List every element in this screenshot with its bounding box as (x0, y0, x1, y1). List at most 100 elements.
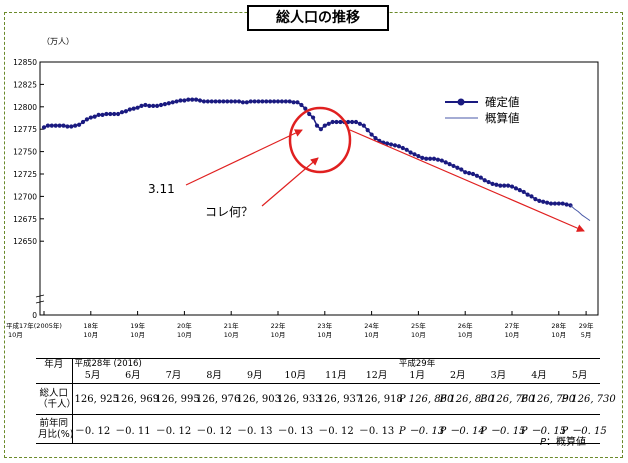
data-point (49, 123, 54, 128)
table-header-month-label: 7月 (165, 370, 182, 381)
y-tick-label: 12800 (13, 103, 37, 112)
data-point (135, 105, 140, 110)
data-point (346, 119, 351, 125)
data-point (194, 97, 199, 102)
data-point (545, 200, 550, 205)
rate-cell: －0. 12 (72, 414, 113, 444)
population-cell-value: 126, 730 (571, 393, 616, 405)
data-point (275, 99, 281, 104)
data-point (217, 99, 222, 104)
data-point (431, 156, 437, 161)
data-point (272, 99, 277, 104)
data-point (451, 163, 456, 169)
population-cell: P 126, 760 (478, 383, 535, 415)
y-tick-label: 12850 (13, 58, 37, 67)
data-point (174, 99, 179, 104)
data-point (65, 124, 70, 129)
data-point (548, 201, 554, 206)
data-point (509, 184, 515, 189)
rate-cell-value: －0. 13 (237, 425, 273, 437)
rate-cell-value: －0. 13 (277, 425, 314, 437)
x-tick-label-month: 10月 (458, 331, 473, 339)
row-header-population-line1: 総人口 (39, 388, 68, 399)
y-tick-label: 12775 (13, 125, 37, 134)
rate-cell-value: －0. 13 (358, 425, 395, 437)
provisional-marker: P (520, 393, 531, 405)
rate-cell: －0. 13 (275, 414, 316, 444)
data-point (322, 123, 327, 128)
data-point (459, 167, 464, 172)
population-cell: 126, 969 (112, 383, 159, 415)
footnote-symbol: P (540, 437, 547, 448)
population-cell-value: 126, 925 (74, 393, 120, 405)
data-point (233, 99, 238, 104)
table-header-month: 12月 (356, 358, 397, 384)
legend-label-estimate: 概算値 (485, 111, 520, 125)
rate-cell: P －0. 13 (396, 414, 444, 444)
table-header-month: 平成28年 (2016) 5月 (72, 358, 142, 384)
data-point (69, 124, 74, 129)
table-header-month-label: 11月 (325, 370, 347, 381)
data-point (537, 198, 542, 203)
population-cell-value: 126, 830 (449, 393, 494, 405)
population-cell: 126, 903 (234, 383, 281, 415)
footnote: P：概算値 (540, 433, 586, 448)
x-tick-label-month: 5月 (581, 331, 592, 339)
population-cell-value: 126, 995 (155, 393, 200, 405)
data-point (490, 181, 495, 186)
provisional-marker: P (480, 393, 491, 405)
data-point (373, 136, 378, 141)
data-point (350, 119, 355, 125)
row-header-year-month: 年月 (36, 358, 73, 384)
data-point (131, 106, 136, 111)
data-point (73, 123, 78, 128)
data-point (455, 165, 460, 170)
row-header-population: 総人口 （千人） (36, 383, 76, 415)
data-point (389, 142, 394, 147)
data-point (404, 147, 409, 152)
data-point (478, 175, 483, 180)
data-point (498, 183, 503, 188)
rate-cell: －0. 12 (153, 414, 194, 444)
data-point (104, 111, 109, 117)
table-header-month-label: 8月 (206, 370, 222, 381)
data-point (119, 110, 125, 115)
provisional-marker: P (480, 425, 491, 437)
data-point (88, 115, 93, 120)
population-cell-value: 126, 860 (408, 393, 454, 405)
row-header-rate-line2: 月比(%) (38, 429, 74, 440)
y-tick-label: 12750 (13, 148, 37, 157)
table-header-month-label: 4月 (531, 370, 547, 381)
data-point (170, 100, 175, 105)
data-point (357, 121, 362, 126)
table-header-row: 年月 平成28年 (2016) 5月 6月 7月 8月 9月 10月 11月 12… (36, 358, 600, 384)
table-header-month: 11月 (315, 358, 357, 384)
x-tick-label-year: 24年 (364, 321, 379, 330)
data-point (428, 156, 433, 161)
data-point (178, 98, 183, 103)
data-point (517, 188, 522, 193)
data-point (334, 119, 339, 125)
axis-break-mark (35, 294, 45, 304)
data-point (564, 202, 569, 207)
highlight-circle (288, 106, 352, 174)
table-header-year: 平成28年 (2016) (74, 359, 142, 369)
annotation-311: 3.11 (148, 182, 175, 196)
x-tick-label-month: 10月 (364, 331, 379, 339)
rate-cell: P －0. 14 (437, 414, 485, 444)
population-cell: 126, 918 (356, 383, 403, 415)
row-header-population-line2: （千人） (38, 399, 77, 410)
rate-cell: P －0. 15 (559, 414, 607, 444)
data-point (236, 99, 242, 104)
x-tick-label-month: 10月 (505, 331, 520, 339)
x-tick-label-year: 26年 (458, 321, 473, 330)
y-tick-label: 12700 (13, 192, 37, 201)
population-cell: P 126, 830 (437, 383, 494, 415)
table-header-month-label: 10月 (284, 370, 307, 381)
table-header-year: 平成29年 (398, 359, 436, 369)
data-point (311, 115, 316, 120)
rate-cell: P －0. 15 (518, 414, 566, 444)
data-point (123, 109, 128, 114)
provisional-marker: P (561, 393, 572, 405)
